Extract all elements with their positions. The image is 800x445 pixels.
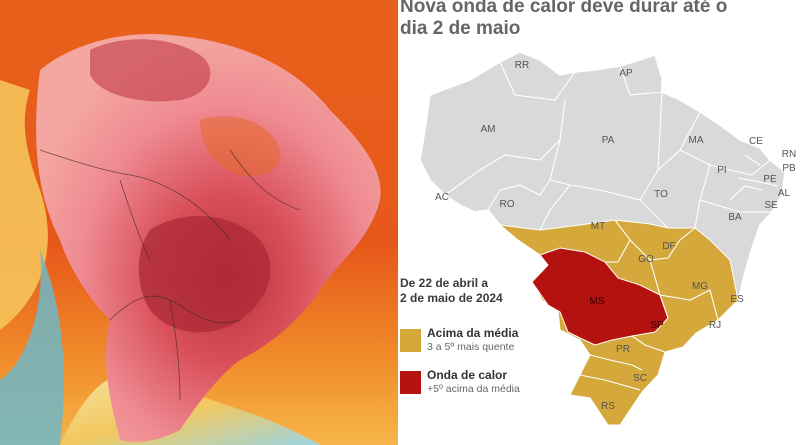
infographic-title: Nova onda de calor deve durar até o dia … (400, 0, 800, 40)
state-label-rs: RS (601, 401, 615, 412)
state-label-es: ES (730, 294, 744, 305)
pacific-cold-band (0, 80, 48, 330)
state-label-ap: AP (619, 68, 633, 79)
period-line-2: 2 de maio de 2024 (400, 291, 503, 305)
state-label-go: GO (638, 254, 654, 265)
legend-label-heat-wave: Onda de calor (427, 368, 508, 382)
brazil-heat-wave-infographic: Nova onda de calor deve durar até o dia … (400, 0, 800, 445)
northern-hot-region (90, 39, 211, 102)
heatmap-canvas (0, 0, 400, 445)
state-label-pb: PB (782, 163, 796, 174)
legend-swatch-above-average (400, 329, 421, 352)
state-label-ce: CE (749, 136, 763, 147)
state-label-al: AL (778, 188, 791, 199)
legend-swatch-heat-wave (400, 371, 421, 394)
state-label-pa: PA (602, 135, 615, 146)
panel-divider (398, 0, 401, 445)
state-label-sp: SP (650, 320, 664, 331)
period-text: De 22 de abril a 2 de maio de 2024 (400, 276, 503, 306)
state-label-am: AM (481, 124, 496, 135)
state-label-ms: MS (590, 296, 605, 307)
state-label-rr: RR (515, 60, 529, 71)
state-borders (444, 61, 779, 391)
state-label-pi: PI (717, 165, 726, 176)
temperature-anomaly-map (0, 0, 400, 445)
legend-label-above-average: Acima da média (427, 326, 519, 340)
hot-core-region (138, 216, 271, 333)
state-label-mt: MT (591, 221, 605, 232)
state-label-se: SE (764, 200, 778, 211)
state-label-to: TO (654, 189, 668, 200)
state-label-rn: RN (782, 149, 796, 160)
title-line-1: Nova onda de calor deve durar até o (400, 0, 728, 17)
state-label-ro: RO (500, 199, 515, 210)
state-label-pr: PR (616, 344, 630, 355)
legend-sublabel-heat-wave: +5º acima da média (427, 383, 520, 395)
state-label-df: DF (662, 241, 675, 252)
state-label-pe: PE (763, 174, 777, 185)
period-line-1: De 22 de abril a (400, 276, 489, 290)
cold-current (0, 250, 64, 445)
state-label-rj: RJ (709, 320, 721, 331)
orange-patches (200, 116, 281, 177)
legend-sublabel-above-average: 3 a 5º mais quente (427, 341, 515, 353)
state-label-ba: BA (728, 212, 742, 223)
state-label-sc: SC (633, 373, 647, 384)
title-line-2: dia 2 de maio (400, 18, 521, 39)
country-borders (39, 149, 301, 401)
state-label-ma: MA (689, 135, 704, 146)
state-label-mg: MG (692, 281, 708, 292)
state-label-ac: AC (435, 192, 449, 203)
